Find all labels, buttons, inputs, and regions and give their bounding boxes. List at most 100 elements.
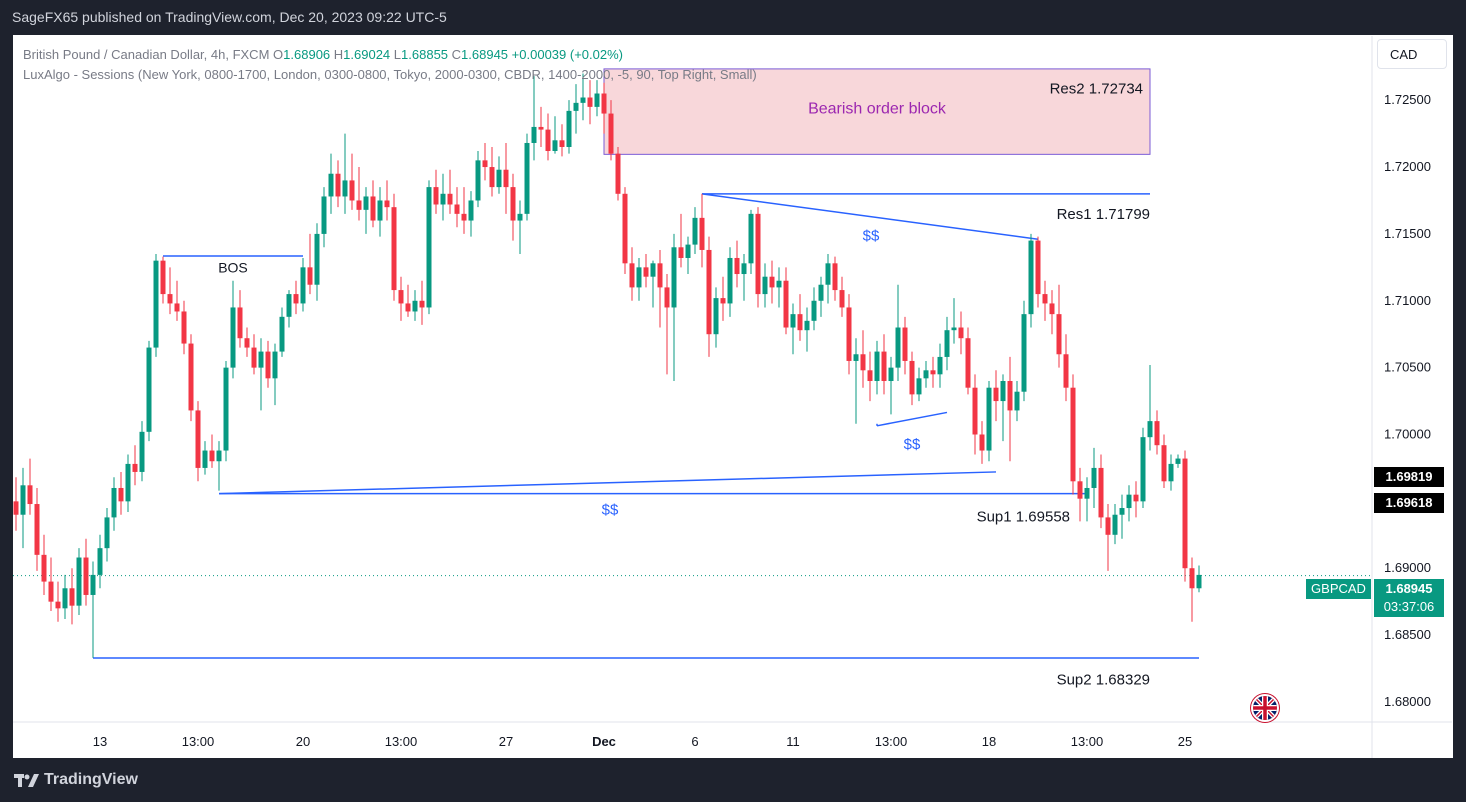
candle-body — [622, 193, 628, 264]
candle-body — [853, 354, 859, 361]
candle-body — [342, 180, 348, 197]
candle-body — [223, 367, 229, 451]
candle-body — [1105, 517, 1111, 535]
candle-body — [867, 370, 873, 382]
candle-body — [937, 356, 943, 375]
candle-body — [1007, 381, 1013, 411]
ohlc-high: H1.69024 — [333, 47, 391, 62]
candle-body — [594, 93, 600, 107]
indicator-label[interactable]: LuxAlgo - Sessions (New York, 0800-1700,… — [23, 67, 757, 82]
candle-body — [1119, 508, 1125, 515]
candle-body — [328, 173, 334, 197]
tradingview-logo[interactable]: TradingView — [14, 771, 138, 789]
candle-body — [825, 263, 831, 285]
currency-button[interactable]: CAD — [1377, 39, 1447, 69]
flag-icon[interactable] — [1251, 694, 1279, 722]
candle-body — [769, 276, 775, 288]
candle-body — [664, 287, 670, 308]
candle-body — [314, 233, 320, 285]
ohlc-close: C1.68945 — [451, 47, 509, 62]
candle-body — [209, 450, 215, 462]
candle-body — [797, 314, 803, 331]
chart-panel[interactable] — [13, 35, 1453, 758]
candle-body — [678, 247, 684, 258]
symbol-label[interactable]: British Pound / Canadian Dollar, 4h, FXC… — [23, 47, 270, 62]
candle-body — [1049, 303, 1055, 315]
candle-body — [741, 263, 747, 275]
candle-body — [391, 207, 397, 291]
candle-body — [405, 303, 411, 312]
symbol-badge[interactable]: GBPCAD — [1306, 579, 1371, 599]
candle-body — [958, 327, 964, 339]
sup2-label: Sup2 1.68329 — [1057, 672, 1150, 689]
candle-body — [629, 263, 635, 288]
candle-body — [559, 140, 565, 147]
candle-body — [636, 267, 642, 288]
candle-body — [433, 187, 439, 205]
candle-body — [104, 517, 110, 549]
candle-body — [895, 327, 901, 368]
bos-label: BOS — [218, 260, 248, 276]
last-price: 1.68945 — [1385, 581, 1433, 596]
candle-body — [986, 387, 992, 451]
candle-body — [13, 501, 19, 515]
candle-body — [321, 196, 327, 234]
candle-body — [1091, 467, 1097, 488]
candle-body — [90, 574, 96, 595]
candle-body — [468, 200, 474, 221]
candle-body — [1175, 458, 1181, 464]
y-tick-label: 1.68500 — [1384, 627, 1431, 642]
candle-body — [657, 263, 663, 288]
candle-body — [601, 93, 607, 114]
candle-body — [496, 169, 502, 188]
tradingview-icon — [14, 774, 39, 787]
ohlc-open: O1.68906 — [273, 47, 331, 62]
candle-body — [440, 193, 446, 205]
candle-body — [1014, 391, 1020, 411]
candle-body — [118, 487, 124, 502]
candle-body — [608, 113, 614, 154]
candle-body — [475, 160, 481, 201]
candle-body — [160, 260, 166, 295]
candle-body — [237, 307, 243, 339]
candle-body — [48, 581, 54, 602]
order-block-zone — [603, 68, 1151, 155]
candle-body — [587, 97, 593, 107]
candle-body — [538, 126, 544, 130]
candle-body — [307, 267, 313, 285]
x-tick-label: 13:00 — [182, 734, 215, 749]
candle-body — [734, 257, 740, 275]
candle-body — [1021, 314, 1027, 392]
candle-body — [181, 311, 187, 344]
candle-body — [426, 187, 432, 308]
candle-body — [1112, 514, 1118, 535]
y-tick-label: 1.72000 — [1384, 159, 1431, 174]
candle-body — [132, 463, 138, 472]
candle-body — [902, 327, 908, 361]
liquidity-label-3: $$ — [602, 502, 619, 519]
candle-body — [965, 338, 971, 388]
candle-body — [447, 193, 453, 205]
candle-body — [643, 267, 649, 277]
x-tick-label: 13:00 — [385, 734, 418, 749]
candle-body — [818, 284, 824, 301]
y-tick-label: 1.72500 — [1384, 92, 1431, 107]
candle-body — [412, 300, 418, 312]
candle-body — [930, 370, 936, 375]
candle-body — [244, 338, 250, 348]
candle-body — [699, 217, 705, 250]
x-tick-label: 11 — [786, 734, 800, 749]
candle-body — [461, 213, 467, 221]
candle-body — [615, 153, 621, 194]
candle-body — [916, 378, 922, 395]
candle-body — [188, 343, 194, 411]
candle-body — [286, 294, 292, 317]
y-tick-label: 1.71500 — [1384, 226, 1431, 241]
ohlc-low: L1.68855 — [393, 47, 449, 62]
candle-body — [650, 263, 656, 277]
y-tick-label: 1.71000 — [1384, 293, 1431, 308]
res2-label: Res2 1.72734 — [1050, 81, 1143, 98]
candle-body — [804, 320, 810, 331]
candle-body — [552, 140, 558, 152]
